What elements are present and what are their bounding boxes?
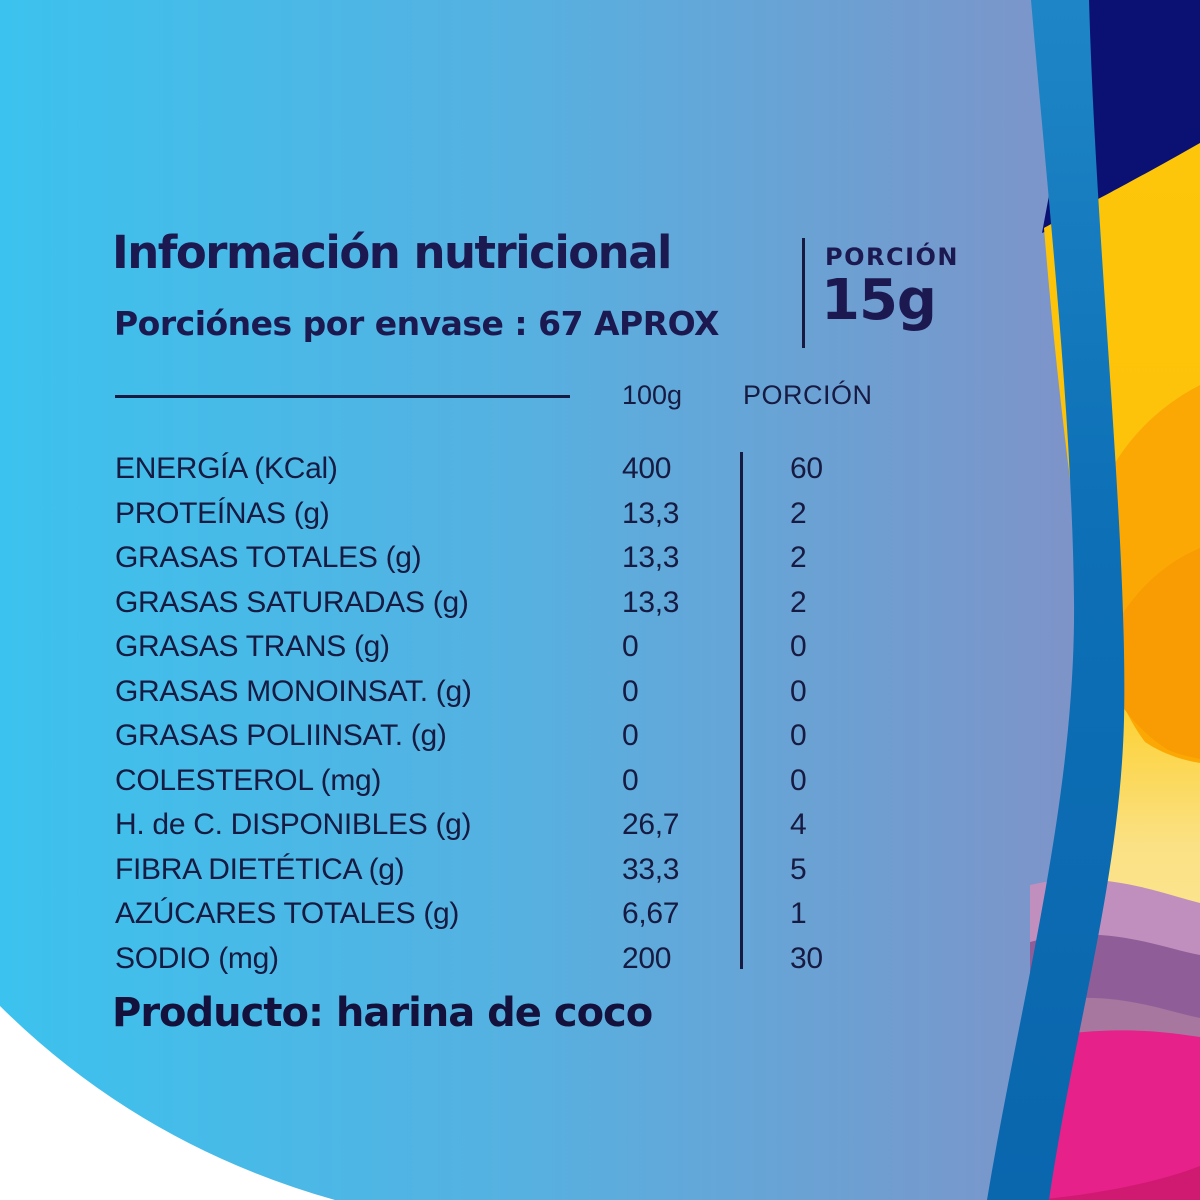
servings-line: Porciónes por envase : 67 APROX [114,304,719,343]
per-100g-value: 200 [622,941,672,975]
per-portion-value: 2 [790,496,807,530]
per-portion-value: 0 [790,674,807,708]
page-title: Información nutricional [112,226,672,279]
nutrient-label: H. de C. DISPONIBLES (g) [115,808,472,842]
portion-divider-line [802,238,805,348]
nutrient-label: FIBRA DIETÉTICA (g) [115,852,405,886]
per-portion-value: 0 [790,763,807,797]
product-name-line: Producto: harina de coco [112,990,653,1036]
table-row: SODIO (mg) 200 30 [115,937,915,982]
per-portion-value: 0 [790,719,807,753]
decor-ribbon-shape [987,0,1125,1200]
nutrient-label: GRASAS TOTALES (g) [115,541,422,575]
per-100g-value: 13,3 [622,585,680,619]
per-portion-value: 0 [790,630,807,664]
nutrient-label: PROTEÍNAS (g) [115,496,330,530]
nutrient-label: GRASAS SATURADAS (g) [115,585,469,619]
nutrient-label: GRASAS TRANS (g) [115,630,390,664]
table-row: PROTEÍNAS (g) 13,3 2 [115,492,915,537]
per-100g-value: 0 [622,630,639,664]
per-100g-value: 13,3 [622,496,680,530]
column-header-100g: 100g [622,380,683,410]
per-100g-value: 400 [622,452,672,486]
per-portion-value: 2 [790,541,807,575]
table-row: GRASAS MONOINSAT. (g) 0 0 [115,670,915,715]
nutrition-table-body: ENERGÍA (KCal) 400 60 PROTEÍNAS (g) 13,3… [115,447,915,981]
per-portion-value: 2 [790,585,807,619]
per-100g-value: 6,67 [622,897,680,931]
per-100g-value: 33,3 [622,852,680,886]
per-portion-value: 60 [790,452,823,486]
table-row: GRASAS TOTALES (g) 13,3 2 [115,536,915,581]
nutrient-label: GRASAS MONOINSAT. (g) [115,674,472,708]
table-row: ENERGÍA (KCal) 400 60 [115,447,915,492]
servings-label: Porciónes por envase : [114,304,528,343]
table-row: FIBRA DIETÉTICA (g) 33,3 5 [115,848,915,893]
per-100g-value: 0 [622,763,639,797]
nutrient-label: COLESTEROL (mg) [115,763,382,797]
portion-size-value: 15g [821,268,937,333]
decor-deep-orange-petal [1100,548,1200,759]
decor-white-corner [0,1006,335,1200]
per-portion-value: 30 [790,941,823,975]
decor-dark-magenta-strip [1030,1166,1200,1200]
per-100g-value: 0 [622,674,639,708]
nutrient-label: GRASAS POLIINSAT. (g) [115,719,447,753]
table-row: GRASAS SATURADAS (g) 13,3 2 [115,581,915,626]
per-portion-value: 4 [790,808,807,842]
column-header-porcion: PORCIÓN [743,380,873,410]
per-100g-value: 0 [622,719,639,753]
per-portion-value: 5 [790,852,807,886]
table-row: H. de C. DISPONIBLES (g) 26,7 4 [115,803,915,848]
header-rule-line [115,395,570,398]
per-100g-value: 26,7 [622,808,680,842]
servings-value: 67 APROX [538,304,719,343]
table-row: AZÚCARES TOTALES (g) 6,67 1 [115,892,915,937]
nutrient-label: ENERGÍA (KCal) [115,452,338,486]
nutrient-label: SODIO (mg) [115,941,279,975]
per-100g-value: 13,3 [622,541,680,575]
per-portion-value: 1 [790,897,807,931]
table-row: GRASAS TRANS (g) 0 0 [115,625,915,670]
table-column-divider-line [740,452,743,969]
portion-label: PORCIÓN [825,243,960,271]
table-row: COLESTEROL (mg) 0 0 [115,759,915,804]
nutrient-label: AZÚCARES TOTALES (g) [115,897,460,931]
table-row: GRASAS POLIINSAT. (g) 0 0 [115,714,915,759]
